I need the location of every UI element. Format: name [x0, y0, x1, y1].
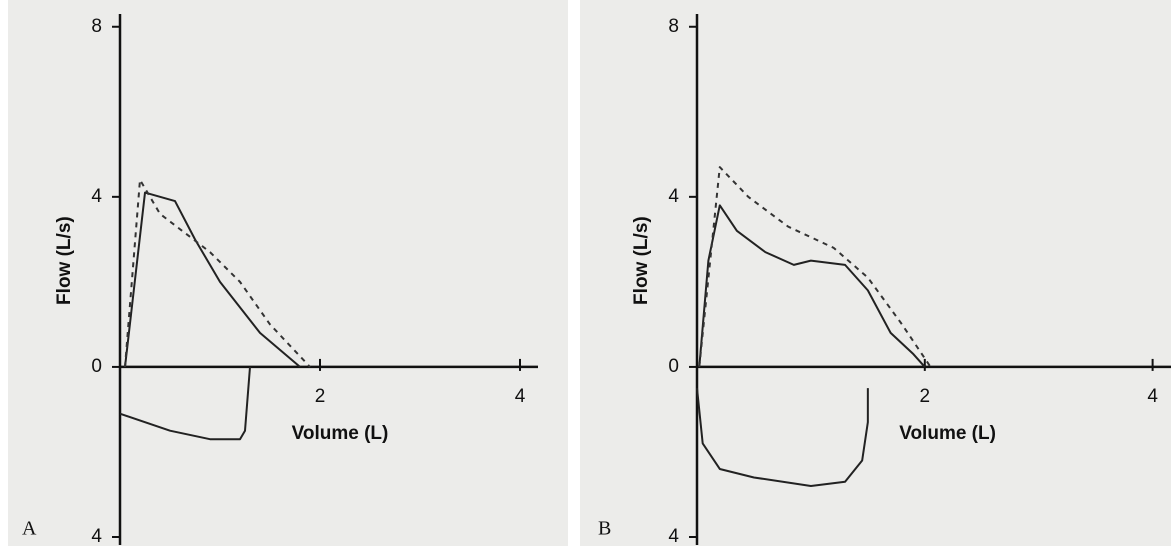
y-tick-label: 8 — [91, 16, 102, 37]
panel-label: A — [22, 518, 37, 540]
y-tick-label: 4 — [91, 186, 102, 207]
flow-curve — [698, 204, 926, 368]
panel-label: B — [598, 518, 611, 540]
x-axis-label: Volume (L) — [899, 423, 996, 444]
flow-curve — [696, 388, 869, 487]
y-tick-label: 0 — [668, 356, 679, 377]
y-tick-label: 4 — [668, 186, 679, 207]
y-tick-label: 8 — [668, 16, 679, 37]
x-tick-label: 4 — [515, 386, 526, 407]
y-axis-label: Flow (L/s) — [631, 216, 652, 305]
x-tick-label: 2 — [315, 386, 326, 407]
x-axis-label: Volume (L) — [292, 423, 389, 444]
y-tick-label: 4 — [668, 526, 679, 546]
y-tick-label: 4 — [91, 526, 102, 546]
y-tick-label: 0 — [91, 356, 102, 377]
x-tick-label: 2 — [920, 386, 931, 407]
panel-bg — [580, 0, 1171, 546]
flow-curve — [119, 366, 251, 441]
y-axis-label: Flow (L/s) — [54, 216, 75, 305]
x-tick-label: 4 — [1147, 386, 1158, 407]
flow-curve — [124, 178, 311, 368]
panel-bg — [8, 0, 568, 546]
